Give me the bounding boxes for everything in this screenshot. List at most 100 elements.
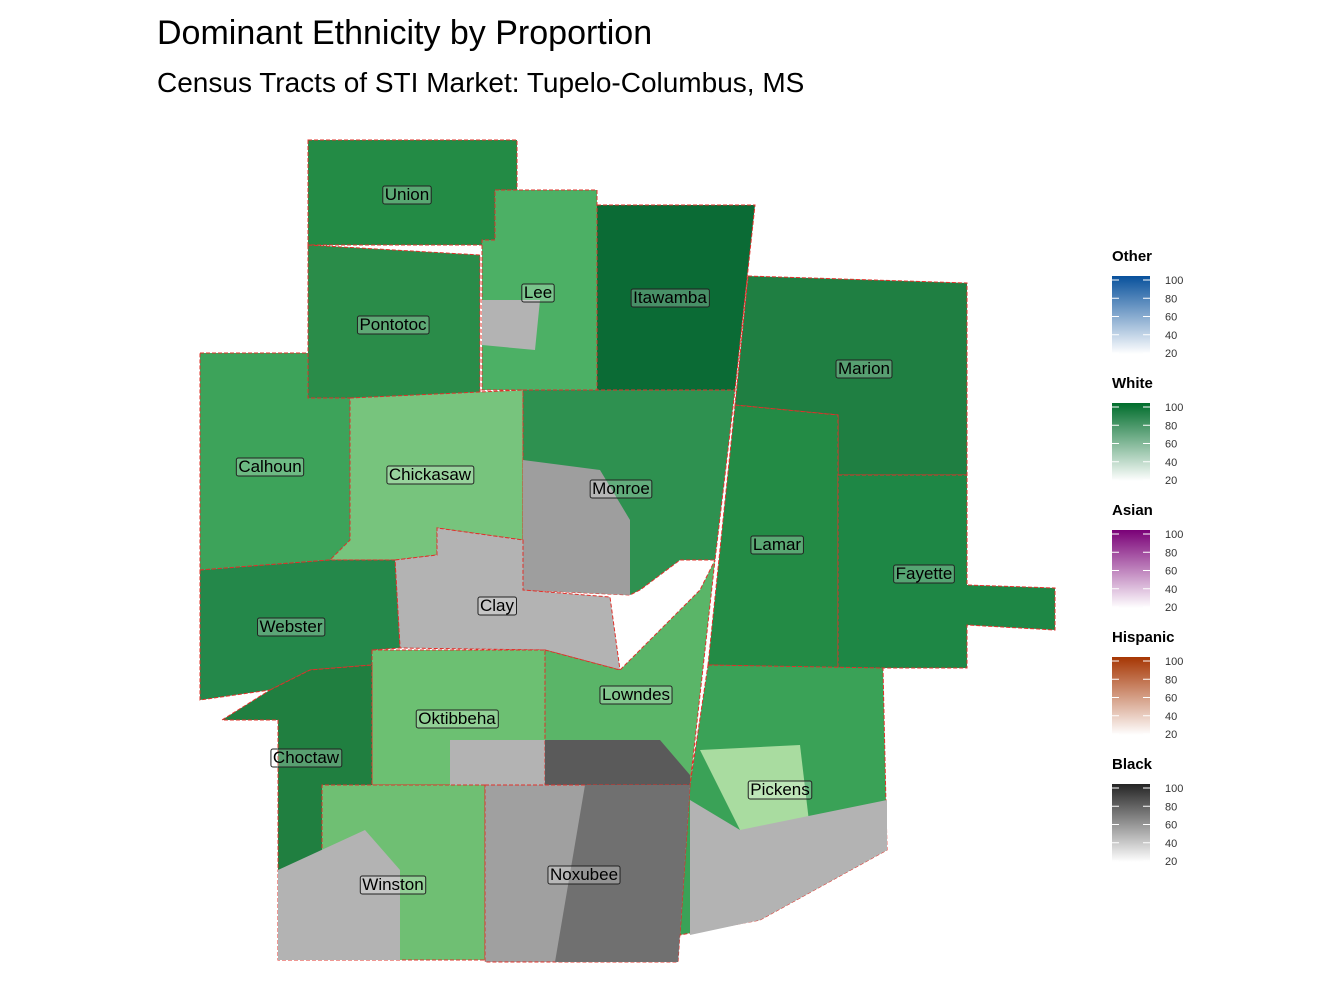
legend-tick-label: 20 <box>1165 348 1177 360</box>
tract-area <box>523 460 630 595</box>
legend-title: White <box>1112 375 1153 392</box>
county-label: Fayette <box>893 564 955 584</box>
label-box <box>589 479 653 499</box>
legend-tick-label: 100 <box>1165 656 1183 668</box>
legend-tick-label: 80 <box>1165 293 1177 305</box>
tract-area <box>555 785 690 962</box>
county-label: Winston <box>359 875 427 895</box>
legend-colorbar <box>1112 530 1150 608</box>
county-label: Noxubee <box>547 865 621 885</box>
tract-area <box>482 300 540 350</box>
county-label: Lowndes <box>599 685 673 705</box>
label-box <box>630 288 710 308</box>
county-name: Fayette <box>896 564 953 583</box>
county-name: Winston <box>362 875 423 894</box>
legend-tick-label: 40 <box>1165 584 1177 596</box>
county-name: Choctaw <box>273 748 340 767</box>
county-label: Clay <box>477 596 518 616</box>
label-box <box>599 685 673 705</box>
legend-tick-label: 60 <box>1165 439 1177 451</box>
county-label: Pontotoc <box>356 315 430 335</box>
title: Dominant Ethnicity by Proportion <box>157 14 652 52</box>
label-box <box>415 709 499 729</box>
county-name: Monroe <box>592 479 650 498</box>
legend-tick-label: 60 <box>1165 566 1177 578</box>
county-label: Itawamba <box>630 288 710 308</box>
legend-tick-label: 40 <box>1165 711 1177 723</box>
county-label: Choctaw <box>270 748 343 768</box>
tract-area <box>700 745 810 830</box>
tract-area <box>450 740 545 785</box>
county-name: Clay <box>480 596 515 615</box>
legend-colorbar <box>1112 276 1150 354</box>
legend-tick-label: 20 <box>1165 602 1177 614</box>
county-name: Calhoun <box>238 457 301 476</box>
county-name: Itawamba <box>633 288 707 307</box>
county-label: Oktibbeha <box>415 709 499 729</box>
county-label: Lee <box>521 283 555 303</box>
legend-tick-label: 40 <box>1165 457 1177 469</box>
legend-tick-label: 40 <box>1165 330 1177 342</box>
county-area <box>394 527 621 671</box>
county-name: Union <box>385 185 429 204</box>
county-area <box>837 474 1056 669</box>
county-name: Marion <box>838 359 890 378</box>
tract-area <box>278 830 400 960</box>
county-label: Monroe <box>589 479 653 499</box>
label-box <box>547 865 621 885</box>
label-box <box>270 748 343 768</box>
county-name: Webster <box>260 617 323 636</box>
label-box <box>356 315 430 335</box>
county-label: Marion <box>835 359 893 379</box>
label-box <box>382 185 432 205</box>
label-box <box>359 875 427 895</box>
tract-area <box>690 800 887 935</box>
label-box <box>257 617 326 637</box>
label-box <box>386 465 475 485</box>
county-name: Oktibbeha <box>418 709 496 728</box>
legend-tick-label: 60 <box>1165 820 1177 832</box>
legend-title: Black <box>1112 756 1153 773</box>
legend-tick-label: 80 <box>1165 801 1177 813</box>
legend-tick-label: 20 <box>1165 729 1177 741</box>
label-box <box>893 564 955 584</box>
subtitle: Census Tracts of STI Market: Tupelo-Colu… <box>157 67 804 98</box>
label-box <box>835 359 893 379</box>
legend-tick-label: 40 <box>1165 838 1177 850</box>
county-name: Chickasaw <box>389 465 472 484</box>
legend-tick-label: 80 <box>1165 547 1177 559</box>
label-box <box>235 457 305 477</box>
legend-tick-label: 60 <box>1165 693 1177 705</box>
legend-tick-label: 100 <box>1165 402 1183 414</box>
legend-title: Hispanic <box>1112 629 1175 646</box>
county-label: Chickasaw <box>386 465 475 485</box>
tract-area <box>545 740 690 785</box>
county-name: Lowndes <box>602 685 670 704</box>
county-labels: Union Lee Itawamba Pontotoc Marion Calhoun Chi… <box>235 185 955 895</box>
county-label: Webster <box>257 617 326 637</box>
label-box <box>521 283 555 303</box>
county-name: Pickens <box>750 780 810 799</box>
legend-colorbar <box>1112 784 1150 862</box>
county-label: Pickens <box>747 780 813 800</box>
label-box <box>477 596 518 616</box>
legend-tick-label: 60 <box>1165 312 1177 324</box>
county-label: Lamar <box>750 535 804 555</box>
legend-tick-label: 80 <box>1165 674 1177 686</box>
legend-tick-label: 100 <box>1165 275 1183 287</box>
legend-tick-label: 80 <box>1165 420 1177 432</box>
legend-tick-label: 20 <box>1165 856 1177 868</box>
label-box <box>747 780 813 800</box>
county-label: Union <box>382 185 432 205</box>
legend-tick-label: 100 <box>1165 783 1183 795</box>
legend: Other 100 80 60 40 20 White 100 80 60 40 20 Asian 100… <box>1112 248 1183 868</box>
label-box <box>750 535 804 555</box>
county-label: Calhoun <box>235 457 305 477</box>
legend-tick-label: 20 <box>1165 475 1177 487</box>
county-name: Lamar <box>753 535 802 554</box>
legend-title: Asian <box>1112 502 1153 519</box>
county-shapes <box>199 139 1056 963</box>
county-name: Noxubee <box>550 865 618 884</box>
legend-title: Other <box>1112 248 1152 265</box>
